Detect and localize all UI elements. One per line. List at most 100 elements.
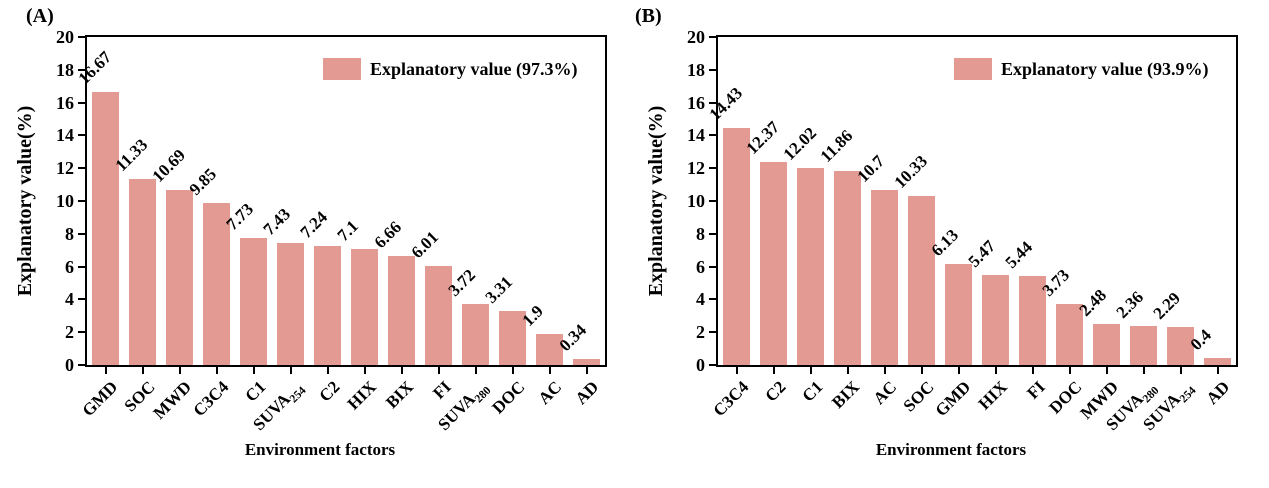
x-tick (178, 367, 181, 374)
bar-AC (871, 189, 898, 365)
x-tick-label: HIX (344, 377, 381, 414)
bar-C2 (760, 162, 787, 365)
y-tick (78, 364, 86, 366)
legend: Explanatory value (93.9%) (954, 58, 1209, 80)
y-tick (78, 68, 86, 71)
x-tick-label: BIX (828, 377, 864, 413)
y-tick-label: 0 (65, 355, 74, 375)
x-tick (326, 367, 329, 374)
x-tick (920, 367, 923, 374)
bar-SUVA280 (1130, 326, 1157, 365)
bar-FI (1019, 275, 1046, 365)
x-tick (474, 367, 477, 374)
bar-MWD (1093, 324, 1120, 365)
bar-AD (573, 359, 600, 365)
x-tick-label: BIX (382, 377, 418, 413)
y-tick-label: 8 (65, 223, 74, 244)
y-tick-label: 20 (687, 27, 705, 47)
y-tick (78, 200, 86, 202)
y-tick (709, 134, 717, 137)
y-tick-label: 16 (687, 92, 705, 113)
x-tick-label: FI (428, 377, 455, 403)
y-tick (78, 134, 86, 137)
x-tick (141, 367, 144, 374)
bar-C1 (240, 238, 267, 365)
panel-label-a: (A) (26, 5, 54, 27)
x-tick (957, 367, 960, 374)
chart-panel-b: (B) Explanatory value(%) Explanatory val… (631, 0, 1269, 488)
y-tick (709, 298, 717, 301)
legend-swatch (954, 58, 992, 80)
y-tick-label: 6 (65, 256, 74, 277)
x-tick-label: GMD (931, 377, 975, 421)
y-tick (78, 298, 86, 301)
bar-SUVA280 (462, 304, 489, 365)
x-tick-label: C1 (241, 377, 270, 406)
bar-SUVA254 (1167, 327, 1194, 365)
y-tick (78, 36, 86, 38)
bar-C3C4 (723, 128, 750, 365)
bar-FI (425, 266, 452, 365)
y-tick (78, 167, 86, 170)
y-tick-label: 12 (56, 158, 74, 179)
y-tick-label: 14 (687, 125, 705, 146)
bar-C1 (797, 167, 824, 365)
x-tick (1179, 367, 1182, 374)
bar-GMD (945, 264, 972, 365)
bar-C3C4 (203, 203, 230, 365)
bar-SOC (129, 179, 156, 365)
chart-panel-a: (A) Explanatory value(%) Explanatory val… (14, 5, 607, 459)
y-tick (78, 331, 86, 334)
y-tick (709, 167, 717, 170)
y-tick-label: 6 (696, 256, 705, 277)
y-tick (78, 101, 86, 104)
bar-BIX (388, 255, 415, 365)
x-tick-label: FI (1022, 377, 1049, 403)
x-tick (735, 367, 738, 374)
bar-MWD (166, 189, 193, 365)
legend-label: Explanatory value (97.3%) (370, 59, 578, 79)
bar-DOC (1056, 303, 1083, 365)
y-tick-label: 10 (56, 191, 74, 211)
bar-HIX (982, 275, 1009, 365)
y-tick-label: 18 (56, 59, 74, 80)
y-tick (78, 232, 86, 235)
x-tick (772, 367, 775, 374)
y-tick-label: 4 (65, 289, 74, 310)
legend-label: Explanatory value (93.9%) (1001, 59, 1209, 79)
y-tick (709, 265, 717, 268)
y-tick (709, 200, 717, 202)
x-tick (846, 367, 849, 374)
x-tick-label: C3C4 (189, 377, 233, 421)
y-tick (709, 36, 717, 38)
x-tick (289, 367, 292, 374)
x-tick (1142, 367, 1145, 374)
bars-layer (718, 37, 1236, 365)
x-tick (363, 367, 366, 374)
x-tick-label: HIX (975, 377, 1012, 414)
x-tick-label: C2 (761, 377, 790, 406)
y-tick-label: 0 (696, 355, 705, 375)
x-tick (809, 367, 812, 374)
x-tick (585, 367, 588, 374)
x-tick (437, 367, 440, 374)
y-tick-label: 16 (56, 92, 74, 113)
x-tick (1031, 367, 1034, 374)
bar-C2 (314, 246, 341, 365)
bar-DOC (499, 310, 526, 365)
y-tick (709, 331, 717, 334)
y-tick-label: 12 (687, 158, 705, 179)
x-tick (1068, 367, 1071, 374)
x-axis-title: Environment factors (875, 440, 1027, 459)
x-tick (883, 367, 886, 374)
x-tick (215, 367, 218, 374)
y-tick-label: 20 (56, 27, 74, 47)
x-tick-label: SOC (899, 377, 938, 416)
x-tick-label: C2 (315, 377, 344, 406)
x-axis-title: Environment factors (244, 440, 396, 459)
bar-AD (1204, 358, 1231, 365)
bar-GMD (92, 91, 119, 365)
x-tick (1105, 367, 1108, 374)
y-tick (78, 265, 86, 268)
